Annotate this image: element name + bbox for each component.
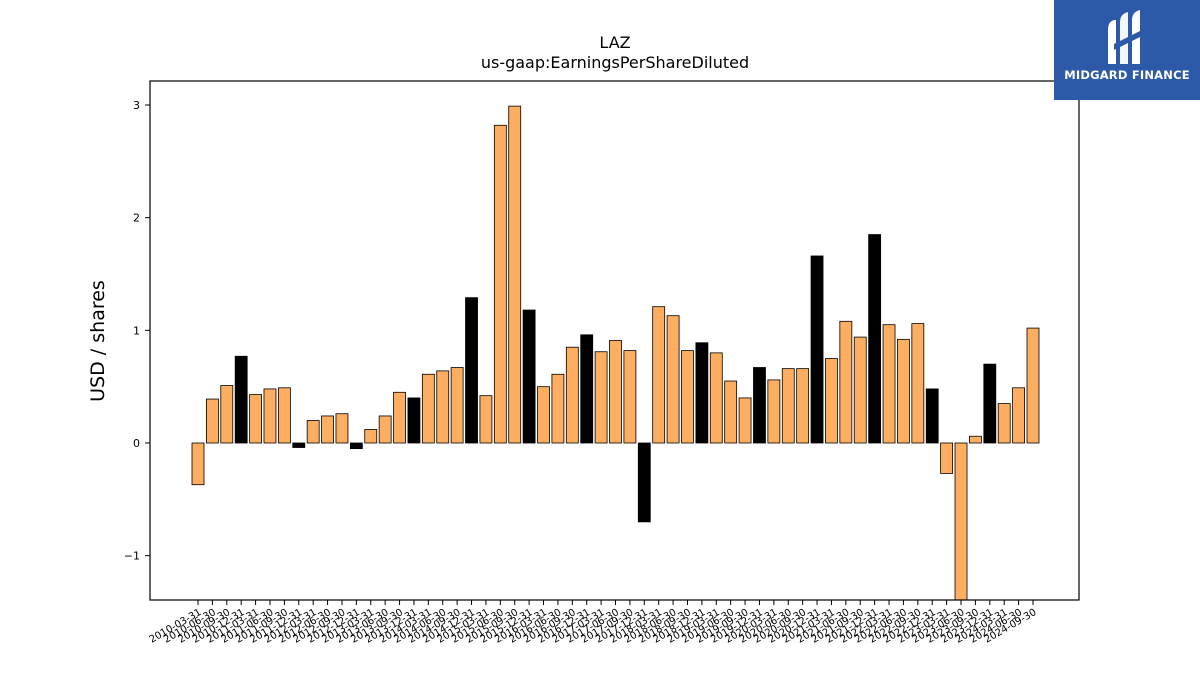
y-tick-label: 0 (133, 437, 140, 450)
bar-2017-09-30 (623, 350, 637, 444)
bar-2024-06-30 (1012, 387, 1025, 444)
bar-2014-09-30 (450, 367, 464, 444)
bar-2012-12-31 (349, 442, 363, 450)
bar-2021-12-31 (868, 234, 882, 444)
bar-2014-06-30 (436, 370, 450, 444)
bar-2019-12-31 (753, 367, 766, 444)
bar-2010-03-31 (191, 442, 205, 486)
bar-2011-03-31 (249, 394, 262, 444)
bar-2010-06-30 (205, 398, 219, 444)
bar-2024-09-30 (1026, 327, 1040, 444)
bar-2019-03-31 (709, 352, 723, 444)
y-axis: −1 0 1 2 3 (124, 99, 150, 563)
bar-2022-12-31 (925, 388, 939, 444)
y-tick-label: −1 (124, 550, 140, 563)
y-tick-label: 1 (133, 324, 140, 337)
bar-2022-06-30 (897, 338, 910, 444)
bar-2015-03-31 (479, 395, 493, 444)
bar-2023-12-31 (983, 363, 997, 444)
bar-2013-06-30 (378, 415, 392, 444)
bar-2023-03-31 (940, 442, 954, 474)
bar-2019-06-30 (724, 380, 738, 444)
bar-2022-09-30 (911, 323, 925, 444)
bar-2010-12-31 (234, 355, 248, 444)
bar-2017-12-31 (637, 442, 651, 523)
y-tick-label: 3 (133, 99, 140, 112)
bar-2013-03-31 (364, 429, 378, 444)
bar-2015-12-31 (522, 309, 536, 444)
bar-2016-09-30 (565, 346, 579, 444)
bar-2013-09-30 (393, 391, 406, 444)
brand-logo: MIDGARD FINANCE (1054, 0, 1200, 100)
bar-2021-03-31 (825, 358, 838, 444)
bar-2011-06-30 (263, 388, 277, 444)
bar-2017-03-31 (594, 351, 608, 444)
bar-2015-09-30 (508, 105, 522, 444)
bar-2014-12-31 (465, 297, 478, 444)
bar-2013-12-31 (407, 397, 421, 444)
plot-frame (149, 80, 1080, 601)
bar-2020-03-31 (767, 379, 781, 444)
bar-2011-09-30 (277, 387, 291, 444)
bar-2023-06-30 (954, 442, 968, 601)
bar-2018-06-30 (666, 315, 680, 444)
bar-2023-09-30 (969, 435, 982, 444)
y-axis-label: USD / shares (87, 280, 109, 402)
bar-2022-03-31 (882, 324, 896, 444)
chart-title: LAZ (599, 33, 630, 52)
brand-name: MIDGARD FINANCE (1064, 68, 1190, 82)
bar-2011-12-31 (292, 442, 306, 448)
bar-2019-09-30 (738, 397, 752, 444)
bar-2016-06-30 (551, 373, 565, 444)
bar-2024-03-31 (997, 403, 1011, 444)
bar-2016-12-31 (580, 334, 594, 444)
chart-subtitle: us-gaap:EarningsPerShareDiluted (481, 53, 749, 72)
bar-2021-06-30 (839, 320, 853, 444)
x-axis: 2010-03-312010-06-302010-09-302010-12-31… (148, 600, 1039, 646)
bar-2020-09-30 (796, 368, 810, 444)
bar-2021-09-30 (853, 336, 867, 444)
bar-2018-03-31 (652, 306, 666, 444)
y-tick-label: 2 (133, 212, 140, 225)
bar-2017-06-30 (609, 340, 622, 444)
bar-2020-06-30 (781, 368, 795, 444)
bar-2018-09-30 (681, 350, 694, 444)
bar-2015-06-30 (493, 124, 507, 444)
bar-2018-12-31 (695, 342, 709, 444)
bar-2012-03-31 (306, 420, 320, 444)
bar-2020-12-31 (810, 255, 824, 444)
bar-2012-09-30 (335, 413, 349, 444)
bar-2014-03-31 (421, 373, 435, 444)
bar-2016-03-31 (537, 386, 550, 444)
bar-2010-09-30 (220, 385, 234, 444)
bars-group (191, 105, 1040, 601)
midgard-m-logo-icon (1108, 10, 1146, 64)
bar-2012-06-30 (321, 415, 334, 444)
